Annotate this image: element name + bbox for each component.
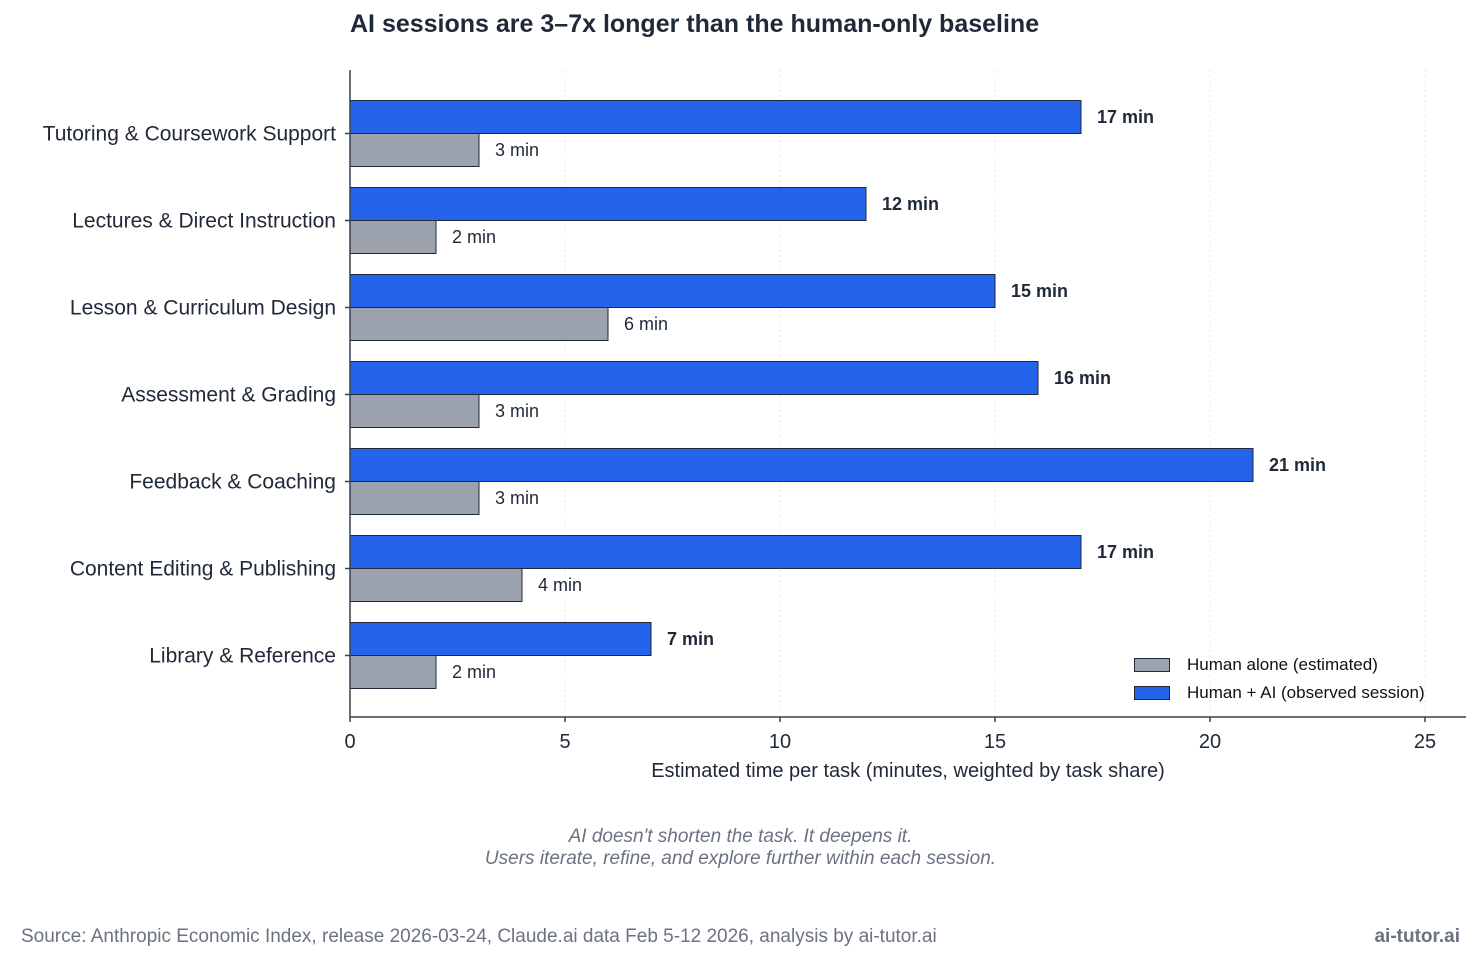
bar-human-1 (349, 220, 437, 254)
caption-line-2: Users iterate, refine, and explore furth… (484, 848, 997, 869)
chart-title: AI sessions are 3–7x longer than the hum… (350, 10, 1040, 38)
x-tick-label-0: 0 (344, 731, 355, 753)
bar-ai-4 (349, 448, 1254, 482)
bar-label-ai-4: 21 min (1269, 455, 1326, 475)
bar-label-human-3: 3 min (495, 401, 539, 421)
x-tick-label-15: 15 (984, 731, 1006, 753)
legend-item-human: Human alone (estimated) (1134, 651, 1425, 679)
y-tick-label-1: Lectures & Direct Instruction (72, 210, 336, 233)
legend-swatch-ai (1134, 686, 1170, 700)
bar-ai-2 (349, 274, 996, 308)
bar-label-human-2: 6 min (624, 314, 668, 334)
y-tick-label-3: Assessment & Grading (121, 384, 336, 407)
bar-human-2 (349, 307, 609, 341)
bar-ai-3 (349, 361, 1039, 395)
bar-label-human-6: 2 min (452, 662, 496, 682)
bar-label-human-0: 3 min (495, 140, 539, 160)
bar-label-ai-1: 12 min (882, 194, 939, 214)
y-tick-label-5: Content Editing & Publishing (70, 558, 336, 581)
legend-label-ai: Human + AI (observed session) (1187, 683, 1425, 702)
x-tick-label-25: 25 (1414, 731, 1436, 753)
brand-mark: ai-tutor.ai (1374, 926, 1460, 947)
caption-line-1: AI doesn't shorten the task. It deepens … (568, 826, 913, 847)
y-tick-label-6: Library & Reference (149, 645, 336, 668)
y-tick-label-4: Feedback & Coaching (129, 471, 336, 494)
x-axis-label: Estimated time per task (minutes, weight… (651, 760, 1165, 782)
x-tick-label-5: 5 (559, 731, 570, 753)
y-tick-label-0: Tutoring & Coursework Support (43, 123, 337, 146)
bar-ai-0 (349, 100, 1082, 134)
bar-label-human-5: 4 min (538, 575, 582, 595)
bar-chart: 17 min 3 min Tutoring & Coursework Support… (43, 70, 1466, 782)
bar-label-ai-2: 15 min (1011, 281, 1068, 301)
bar-label-ai-6: 7 min (667, 629, 714, 649)
bar-ai-6 (349, 622, 652, 656)
source-note: Source: Anthropic Economic Index, releas… (21, 926, 937, 947)
bar-human-0 (349, 133, 480, 167)
x-tick-label-10: 10 (769, 731, 791, 753)
bar-human-5 (349, 568, 523, 602)
bar-label-ai-5: 17 min (1097, 542, 1154, 562)
bar-ai-1 (349, 187, 867, 221)
bar-label-human-4: 3 min (495, 488, 539, 508)
legend-item-ai: Human + AI (observed session) (1134, 679, 1425, 707)
bar-label-ai-0: 17 min (1097, 107, 1154, 127)
bar-ai-5 (349, 535, 1082, 569)
bar-human-6 (349, 655, 437, 689)
bar-label-human-1: 2 min (452, 227, 496, 247)
bar-label-ai-3: 16 min (1054, 368, 1111, 388)
bar-human-4 (349, 481, 480, 515)
bar-human-3 (349, 394, 480, 428)
legend-swatch-human (1134, 658, 1170, 672)
y-tick-label-2: Lesson & Curriculum Design (70, 297, 336, 320)
x-tick-label-20: 20 (1199, 731, 1221, 753)
chart-legend: Human alone (estimated) Human + AI (obse… (1134, 651, 1425, 707)
legend-label-human: Human alone (estimated) (1187, 655, 1378, 674)
